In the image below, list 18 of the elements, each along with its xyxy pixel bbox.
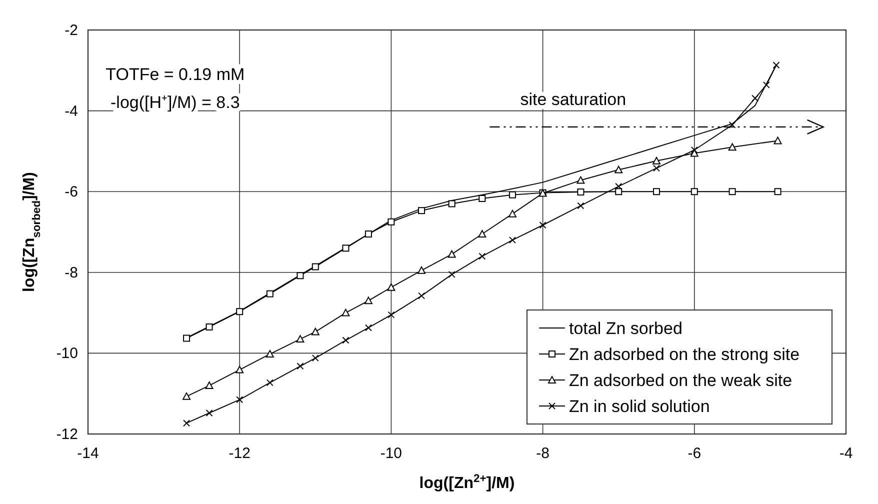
x-axis-title: log([Zn$^{2+}$]/M) — [419, 473, 515, 492]
y-tick-label: -6 — [64, 184, 78, 201]
legend-label: Zn in solid solution — [569, 397, 710, 416]
y-tick-label: -12 — [56, 426, 78, 443]
y-tick-label: -2 — [64, 22, 78, 39]
annotation: -log([H⁺]/M) = 8.3 — [110, 93, 240, 112]
x-tick-label: -4 — [839, 445, 853, 462]
legend-label: total Zn sorbed — [569, 319, 682, 338]
y-tick-label: -10 — [56, 345, 78, 362]
x-tick-label: -10 — [380, 445, 402, 462]
legend-label: Zn adsorbed on the strong site — [569, 345, 800, 364]
x-tick-label: -14 — [77, 445, 99, 462]
legend-label: Zn adsorbed on the weak site — [569, 371, 792, 390]
y-tick-label: -8 — [64, 264, 78, 282]
x-tick-label: -6 — [688, 445, 702, 462]
x-tick-label: -12 — [228, 445, 250, 462]
x-tick-label: -8 — [536, 445, 550, 462]
y-tick-label: -4 — [64, 102, 78, 120]
